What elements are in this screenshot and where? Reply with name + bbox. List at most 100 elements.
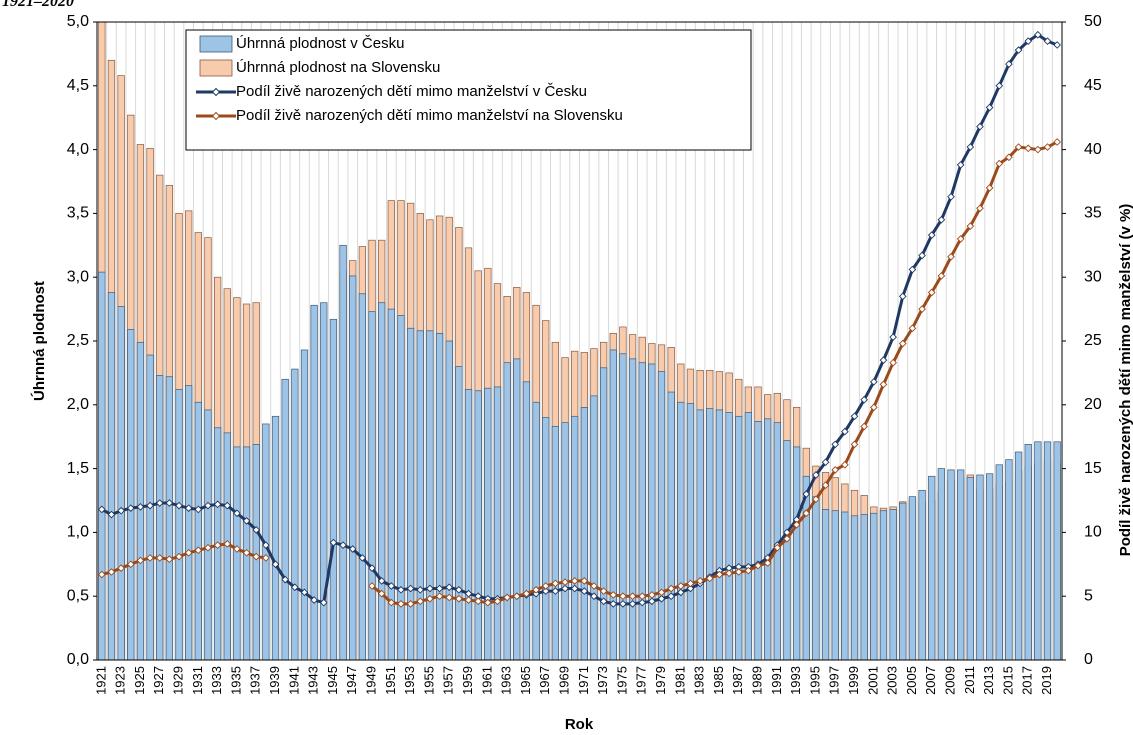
line-marker [676, 582, 685, 590]
bar [522, 381, 531, 661]
line-marker [194, 546, 203, 555]
y-tick-label: 1,5 [67, 460, 89, 477]
line-marker [242, 517, 251, 525]
bar [107, 292, 116, 661]
y-tick-label: 4,5 [67, 77, 89, 94]
line-marker [319, 598, 328, 607]
line-marker [898, 339, 907, 348]
line-marker [696, 577, 704, 585]
bar [117, 306, 125, 661]
line-marker [493, 597, 502, 606]
bar [387, 308, 395, 661]
line-marker [947, 192, 955, 201]
bar [503, 362, 511, 661]
bar [889, 509, 897, 661]
line-marker [570, 584, 579, 593]
bar [493, 386, 502, 661]
line-marker [522, 589, 531, 598]
line-marker [985, 184, 994, 192]
line-marker [956, 161, 965, 169]
line-marker [1043, 37, 1052, 45]
x-tick-label: 1973 [595, 666, 610, 695]
y2-tick-label: 0 [1084, 651, 1093, 668]
x-tick-label: 2013 [981, 666, 996, 695]
line-marker [648, 597, 656, 606]
bar [474, 390, 482, 661]
line-marker [937, 215, 946, 224]
x-tick-label: 1957 [441, 666, 456, 695]
bar [233, 446, 241, 661]
x-tick-label: 2017 [1020, 666, 1035, 695]
bar [445, 340, 453, 661]
line-marker [802, 490, 811, 498]
line-marker [252, 526, 261, 534]
bar [136, 341, 145, 661]
line-marker [783, 534, 791, 543]
line-marker [599, 587, 608, 595]
bar [339, 244, 347, 661]
x-tick-label: 1967 [537, 666, 552, 695]
legend-label: Úhrnná plodnost v Česku [236, 35, 404, 52]
line-marker [117, 564, 125, 572]
line-marker [792, 520, 801, 529]
bar [976, 474, 984, 661]
bar [677, 401, 685, 661]
line-marker [995, 81, 1004, 90]
bar [175, 389, 183, 661]
legend-label: Úhrnná plodnost na Slovensku [236, 59, 440, 76]
line-marker [107, 510, 116, 519]
bar [696, 409, 704, 661]
bar [744, 412, 753, 661]
x-tick-label: 2007 [923, 666, 938, 695]
legend-swatch [199, 59, 233, 77]
bar [349, 275, 357, 661]
bar [706, 408, 714, 661]
y2-tick-label: 5 [1084, 587, 1093, 604]
line-marker [541, 582, 550, 590]
line-marker [1014, 46, 1023, 54]
line-marker [590, 592, 598, 601]
x-tick-label: 1993 [788, 666, 803, 695]
bar [435, 332, 444, 661]
x-tick-label: 1951 [383, 666, 398, 695]
line-marker [976, 204, 984, 213]
x-tick-label: 1971 [576, 666, 591, 695]
bar [715, 409, 724, 661]
x-tick-label: 1977 [634, 666, 649, 695]
legend-marker [211, 111, 221, 121]
bar [667, 391, 675, 661]
y-tick-label: 2,0 [67, 396, 89, 413]
line-marker [831, 440, 840, 449]
x-tick-label: 2011 [962, 666, 977, 694]
y2-tick-label: 15 [1084, 460, 1102, 477]
line-marker [117, 506, 125, 515]
bar [638, 362, 646, 661]
line-marker [821, 481, 830, 490]
bar [783, 440, 791, 661]
bar [918, 489, 926, 661]
bar [899, 502, 907, 661]
bar [628, 358, 637, 661]
line-marker [213, 500, 222, 509]
x-tick-label: 2015 [1000, 666, 1015, 695]
line-marker [233, 545, 241, 553]
x-tick-label: 1923 [113, 666, 128, 695]
line-marker [667, 584, 676, 593]
line-marker [387, 598, 396, 607]
bar [619, 353, 627, 661]
bar [455, 366, 463, 661]
line-marker [657, 588, 666, 597]
x-tick-label: 1941 [286, 666, 301, 695]
y2-tick-label: 30 [1084, 268, 1102, 285]
line-marker [898, 292, 907, 301]
line-marker [175, 501, 183, 510]
y-tick-label: 0,0 [67, 651, 89, 668]
bar [98, 271, 106, 661]
y-tick-label: 3,5 [67, 205, 89, 222]
bar [252, 444, 260, 661]
bar [821, 509, 830, 661]
line-marker [841, 427, 849, 436]
line-marker [927, 231, 936, 239]
x-tick-label: 1943 [306, 666, 321, 695]
